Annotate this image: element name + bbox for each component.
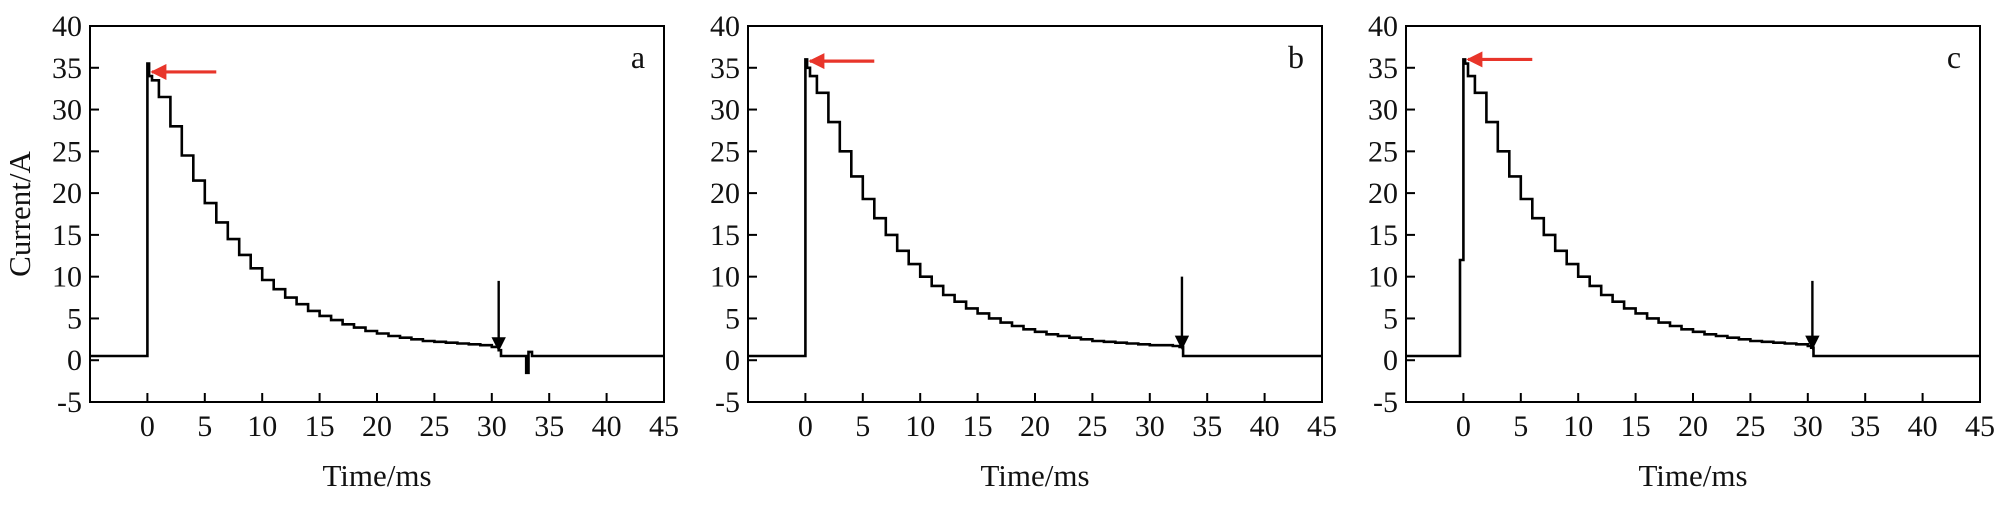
x-tick-label: 15 [305,410,335,443]
y-tick-label: 25 [1368,135,1398,168]
plot-frame [89,25,665,403]
y-tick-label: -5 [1373,386,1398,419]
x-axis-label: Time/ms [1638,458,1747,493]
plot-frame [747,25,1323,403]
y-tick-label: 0 [67,344,82,377]
chart-panel-a: 0 5 10 15 20 25 30 35 40 45 -5 0 5 10 15 20 25 30 35 40 Time… [2,10,679,493]
x-tick-label: 35 [534,410,564,443]
y-tick-label: 25 [710,135,740,168]
x-axis-label: Time/ms [980,458,1089,493]
y-tick-label: 15 [52,219,82,252]
x-tick-label: 15 [963,410,993,443]
plot-frame [1405,25,1981,403]
panel-label: c [1947,39,1961,75]
x-axis-label: Time/ms [322,458,431,493]
y-tick-label: 0 [725,344,740,377]
x-tick-label: 0 [798,410,813,443]
x-tick-label: 40 [1250,410,1280,443]
y-tick-label: 35 [710,52,740,85]
y-tick-label: 10 [52,261,82,294]
x-tick-label: 20 [362,410,392,443]
panel-label: b [1288,39,1304,75]
x-tick-label: 30 [477,410,507,443]
y-tick-label: 15 [710,219,740,252]
y-tick-label: 10 [1368,261,1398,294]
y-tick-label: -5 [57,386,82,419]
y-tick-label: 20 [52,177,82,210]
current-trace [748,58,1322,358]
x-tick-label: 30 [1135,410,1165,443]
x-tick-label: 25 [1735,410,1765,443]
x-tick-label: 15 [1621,410,1651,443]
y-tick-label: 30 [710,94,740,127]
y-tick-label: 20 [710,177,740,210]
x-tick-label: 5 [197,410,212,443]
chart-panel-b: 0 5 10 15 20 25 30 35 40 45 -5 0 5 10 15 20 25 30 35 40 Time… [710,10,1337,493]
chart-panel-c: 0 5 10 15 20 25 30 35 40 45 -5 0 5 10 15 20 25 30 35 40 Time… [1368,10,1995,493]
y-tick-label: 5 [67,302,82,335]
y-tick-label: 35 [1368,52,1398,85]
y-tick-label: 20 [1368,177,1398,210]
y-tick-label: -5 [715,386,740,419]
x-tick-label: 45 [1965,410,1995,443]
x-tick-label: 5 [1513,410,1528,443]
y-tick-label: 25 [52,135,82,168]
x-tick-label: 10 [905,410,935,443]
x-tick-label: 45 [649,410,679,443]
x-tick-label: 35 [1850,410,1880,443]
current-trace [1406,58,1980,358]
x-tick-label: 20 [1678,410,1708,443]
y-tick-label: 10 [710,261,740,294]
x-tick-label: 10 [247,410,277,443]
y-tick-label: 5 [1383,302,1398,335]
x-tick-label: 0 [1456,410,1471,443]
x-tick-label: 30 [1793,410,1823,443]
x-tick-label: 25 [419,410,449,443]
y-tick-label: 30 [52,94,82,127]
x-tick-label: 40 [592,410,622,443]
y-tick-label: 40 [710,10,740,43]
x-tick-label: 35 [1192,410,1222,443]
y-tick-label: 30 [1368,94,1398,127]
y-tick-label: 40 [1368,10,1398,43]
y-tick-label: 15 [1368,219,1398,252]
y-tick-label: 5 [725,302,740,335]
x-tick-label: 20 [1020,410,1050,443]
y-axis-label: Current/A [2,151,37,277]
x-tick-label: 40 [1908,410,1938,443]
y-tick-label: 35 [52,52,82,85]
x-tick-label: 45 [1307,410,1337,443]
panel-label: a [631,39,645,75]
current-trace [90,62,664,375]
y-tick-label: 40 [52,10,82,43]
x-tick-label: 25 [1077,410,1107,443]
x-tick-label: 0 [140,410,155,443]
x-tick-label: 10 [1563,410,1593,443]
x-tick-label: 5 [855,410,870,443]
y-tick-label: 0 [1383,344,1398,377]
